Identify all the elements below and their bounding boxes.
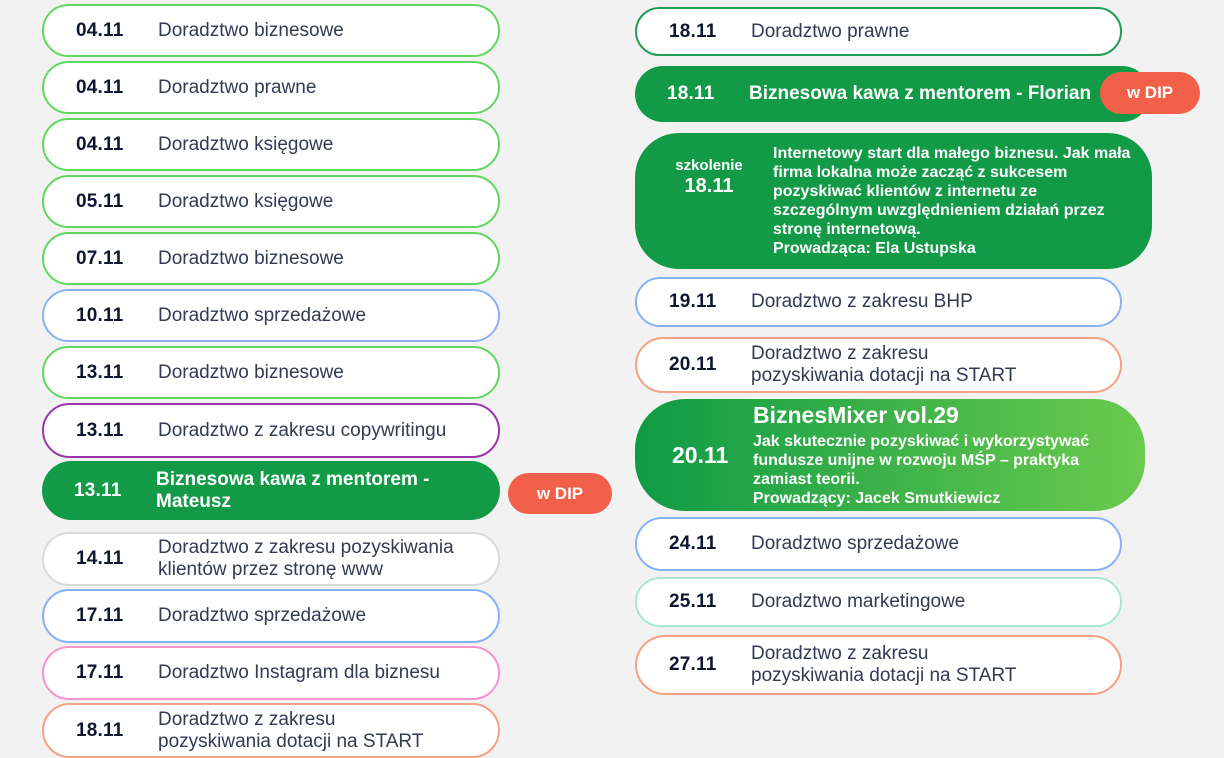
event-date: 14.11 bbox=[76, 548, 124, 569]
training-description: Internetowy start dla małego biznesu. Ja… bbox=[773, 145, 1131, 257]
event-date: 25.11 bbox=[669, 591, 717, 612]
event-pill[interactable]: 07.11 Doradztwo biznesowe bbox=[42, 232, 500, 285]
event-date: 04.11 bbox=[76, 76, 124, 98]
event-pill[interactable]: 17.11 Doradztwo sprzedażowe bbox=[42, 589, 500, 643]
training-label: szkolenie bbox=[675, 157, 743, 174]
event-title: Biznesowa kawa z mentorem - Florian bbox=[749, 83, 1092, 104]
event-date: 24.11 bbox=[669, 533, 717, 554]
event-date: 04.11 bbox=[76, 133, 124, 155]
event-date: 10.11 bbox=[76, 304, 124, 326]
event-pill[interactable]: 25.11 Doradztwo marketingowe bbox=[635, 577, 1122, 627]
event-title: Doradztwo biznesowe bbox=[158, 19, 344, 41]
event-date: 19.11 bbox=[669, 291, 717, 312]
event-title: Doradztwo z zakresu pozyskiwania dotacji… bbox=[751, 643, 1017, 686]
event-title: Doradztwo Instagram dla biznesu bbox=[158, 662, 440, 683]
event-pill-highlight[interactable]: 13.11 Biznesowa kawa z mentorem - Mateus… bbox=[42, 461, 612, 520]
training-pill[interactable]: szkolenie 18.11 Internetowy start dla ma… bbox=[635, 133, 1152, 269]
event-date: 18.11 bbox=[669, 20, 717, 42]
event-pill[interactable]: 14.11 Doradztwo z zakresu pozyskiwania k… bbox=[42, 532, 500, 586]
event-pill[interactable]: 05.11 Doradztwo księgowe bbox=[42, 175, 500, 228]
event-title: Doradztwo sprzedażowe bbox=[751, 533, 960, 554]
event-date: 17.11 bbox=[76, 605, 124, 626]
training-date-block: szkolenie 18.11 bbox=[661, 157, 757, 198]
event-date: 18.11 bbox=[76, 719, 124, 741]
event-pill[interactable]: 19.11 Doradztwo z zakresu BHP bbox=[635, 277, 1122, 327]
event-title: Doradztwo sprzedażowe bbox=[158, 605, 367, 626]
event-pill-highlight[interactable]: 18.11 Biznesowa kawa z mentorem - Floria… bbox=[635, 66, 1200, 122]
event-title: Doradztwo z zakresu pozyskiwania dotacji… bbox=[751, 343, 1017, 386]
biznesmixer-content: BiznesMixer vol.29 Jak skutecznie pozysk… bbox=[753, 402, 1089, 508]
event-title: Doradztwo z zakresu BHP bbox=[751, 291, 973, 312]
event-title: Doradztwo prawne bbox=[158, 76, 317, 98]
w-dip-badge: w DIP bbox=[508, 473, 612, 514]
event-pill[interactable]: 17.11 Doradztwo Instagram dla biznesu bbox=[42, 646, 500, 700]
event-date: 13.11 bbox=[76, 419, 124, 441]
biznesmixer-description: Jak skutecznie pozyskiwać i wykorzystywa… bbox=[753, 433, 1090, 507]
event-date: 07.11 bbox=[76, 247, 124, 269]
event-title: Doradztwo prawne bbox=[751, 20, 910, 42]
event-pill[interactable]: 13.11 Doradztwo z zakresu copywritingu bbox=[42, 403, 500, 458]
event-pill[interactable]: 18.11 Doradztwo prawne bbox=[635, 7, 1122, 56]
event-pill[interactable]: 20.11 Doradztwo z zakresu pozyskiwania d… bbox=[635, 337, 1122, 393]
event-pill[interactable]: 13.11 Doradztwo biznesowe bbox=[42, 346, 500, 399]
event-title: Doradztwo księgowe bbox=[158, 133, 334, 155]
event-title: Doradztwo biznesowe bbox=[158, 247, 344, 269]
event-date: 18.11 bbox=[667, 83, 715, 104]
w-dip-badge: w DIP bbox=[1100, 72, 1200, 114]
event-title: Doradztwo z zakresu pozyskiwania klientó… bbox=[158, 537, 454, 580]
event-pill[interactable]: 04.11 Doradztwo prawne bbox=[42, 61, 500, 114]
event-pill[interactable]: 10.11 Doradztwo sprzedażowe bbox=[42, 289, 500, 342]
event-date: 13.11 bbox=[74, 479, 122, 501]
event-title: Doradztwo z zakresu pozyskiwania dotacji… bbox=[158, 708, 424, 752]
event-title: Doradztwo biznesowe bbox=[158, 361, 344, 383]
event-date: 17.11 bbox=[76, 662, 124, 683]
event-date: 20.11 bbox=[669, 354, 717, 375]
biznesmixer-pill[interactable]: 20.11 BiznesMixer vol.29 Jak skutecznie … bbox=[635, 399, 1145, 511]
event-title: Biznesowa kawa z mentorem - Mateusz bbox=[156, 468, 430, 512]
event-pill[interactable]: 24.11 Doradztwo sprzedażowe bbox=[635, 517, 1122, 571]
event-pill[interactable]: 04.11 Doradztwo księgowe bbox=[42, 118, 500, 171]
event-date: 20.11 bbox=[672, 441, 729, 468]
event-date: 04.11 bbox=[76, 19, 124, 41]
event-title: BiznesMixer vol.29 bbox=[753, 402, 959, 428]
event-title: Doradztwo księgowe bbox=[158, 190, 334, 212]
event-date: 13.11 bbox=[76, 361, 124, 383]
event-pill[interactable]: 27.11 Doradztwo z zakresu pozyskiwania d… bbox=[635, 635, 1122, 695]
event-title: Doradztwo marketingowe bbox=[751, 591, 966, 612]
event-date: 18.11 bbox=[684, 175, 734, 197]
event-pill[interactable]: 04.11 Doradztwo biznesowe bbox=[42, 4, 500, 57]
event-title: Doradztwo sprzedażowe bbox=[158, 304, 367, 326]
event-pill[interactable]: 18.11 Doradztwo z zakresu pozyskiwania d… bbox=[42, 703, 500, 758]
event-title: Doradztwo z zakresu copywritingu bbox=[158, 419, 447, 441]
event-date: 05.11 bbox=[76, 190, 124, 212]
event-date: 27.11 bbox=[669, 654, 717, 675]
